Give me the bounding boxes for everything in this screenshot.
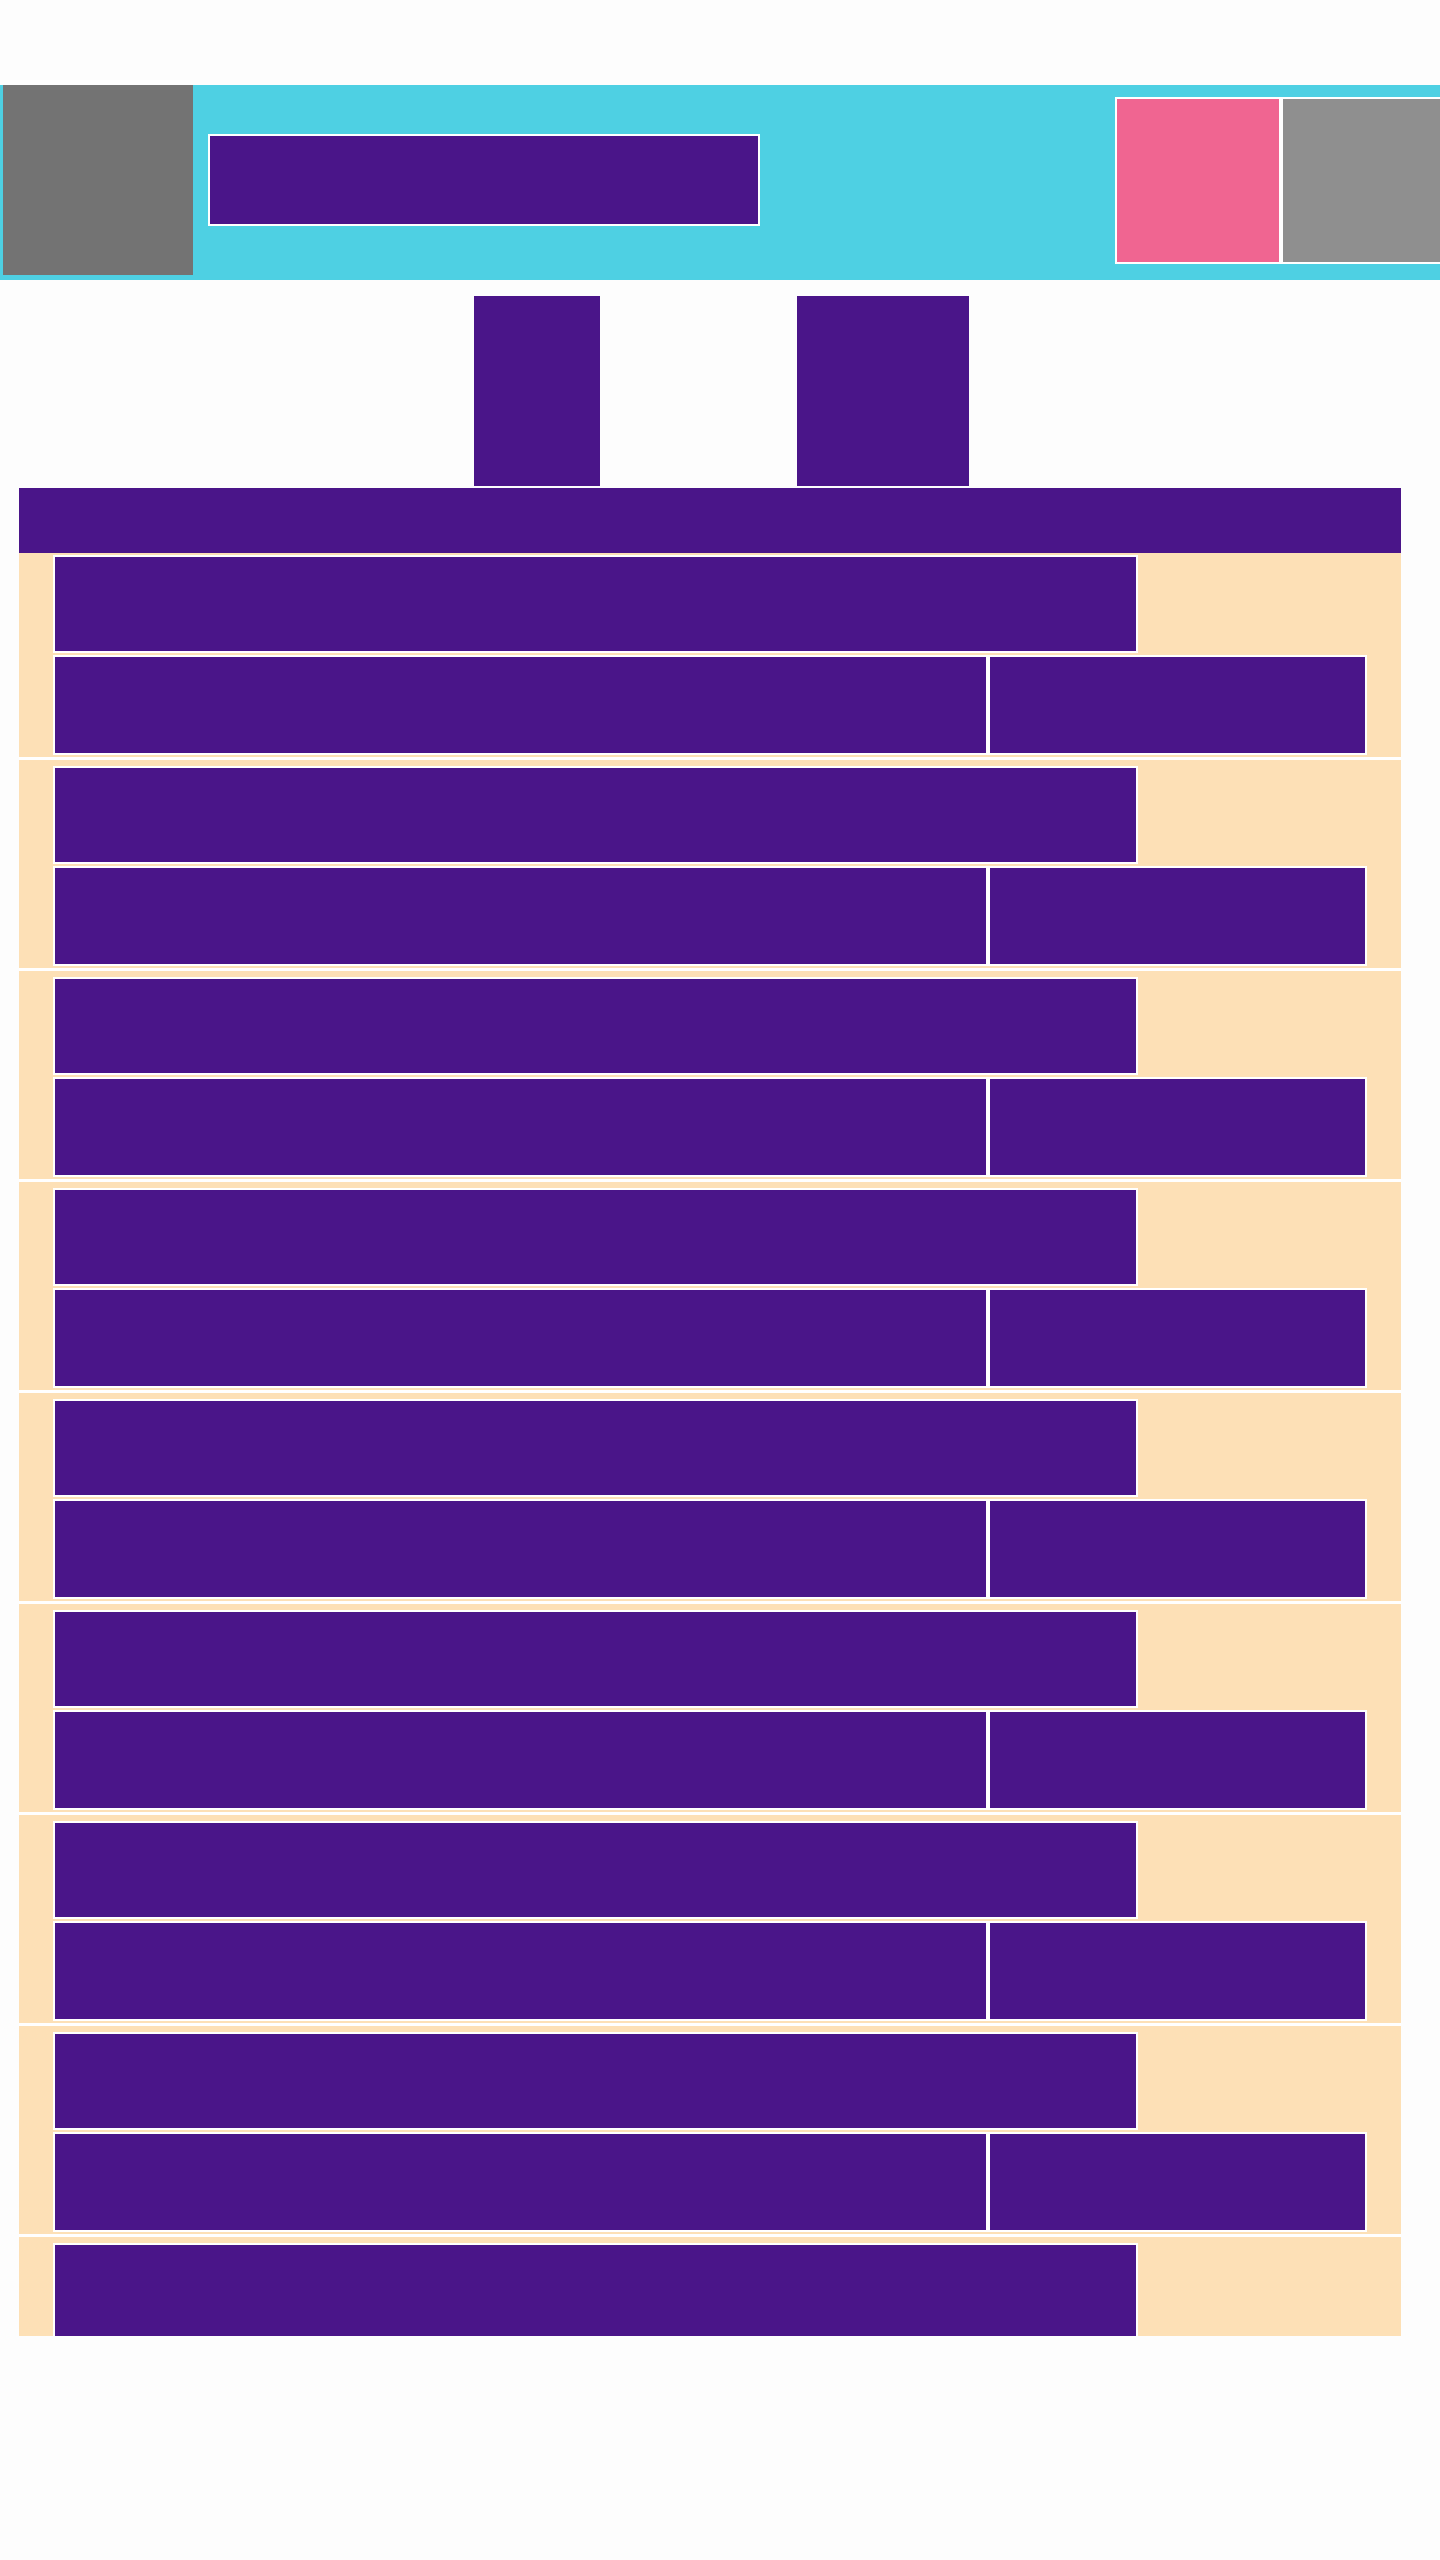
gray-action-tile[interactable] (1281, 97, 1440, 264)
list-item[interactable] (19, 2241, 1401, 2336)
entry-title-block[interactable] (53, 2032, 1138, 2130)
entry-meta-block[interactable] (988, 1288, 1367, 1388)
entry-title-block[interactable] (53, 977, 1138, 1075)
entry-detail-block[interactable] (53, 866, 988, 966)
tab-one[interactable] (474, 296, 600, 486)
entry-title-block[interactable] (53, 1821, 1138, 1919)
list-item[interactable] (19, 1608, 1401, 1815)
entry-detail-block[interactable] (53, 1921, 988, 2021)
list-item[interactable] (19, 975, 1401, 1182)
entry-title-block[interactable] (53, 1188, 1138, 1286)
entry-detail-block[interactable] (53, 1710, 988, 1810)
entry-detail-block[interactable] (53, 1288, 988, 1388)
logo-placeholder (3, 85, 193, 275)
list-item[interactable] (19, 553, 1401, 760)
entry-detail-block[interactable] (53, 2132, 988, 2232)
entry-meta-block[interactable] (988, 1710, 1367, 1810)
entry-title-block[interactable] (53, 1610, 1138, 1708)
list-item[interactable] (19, 2030, 1401, 2237)
pink-action-tile[interactable] (1115, 97, 1281, 264)
entry-meta-block[interactable] (988, 2132, 1367, 2232)
list-item[interactable] (19, 1819, 1401, 2026)
entry-detail-block[interactable] (53, 1077, 988, 1177)
list-item[interactable] (19, 764, 1401, 971)
title-field[interactable] (208, 134, 760, 226)
tab-two[interactable] (797, 296, 969, 486)
entry-meta-block[interactable] (988, 655, 1367, 755)
list-header (19, 488, 1401, 553)
entry-list (19, 553, 1401, 2336)
entry-title-block[interactable] (53, 1399, 1138, 1497)
list-item[interactable] (19, 1397, 1401, 1604)
entry-meta-block[interactable] (988, 866, 1367, 966)
entry-title-block[interactable] (53, 555, 1138, 653)
entry-meta-block[interactable] (988, 1921, 1367, 2021)
entry-title-block[interactable] (53, 2243, 1138, 2336)
entry-detail-block[interactable] (53, 655, 988, 755)
entry-meta-block[interactable] (988, 1077, 1367, 1177)
entry-meta-block[interactable] (988, 1499, 1367, 1599)
entry-detail-block[interactable] (53, 1499, 988, 1599)
entry-title-block[interactable] (53, 766, 1138, 864)
list-item[interactable] (19, 1186, 1401, 1393)
